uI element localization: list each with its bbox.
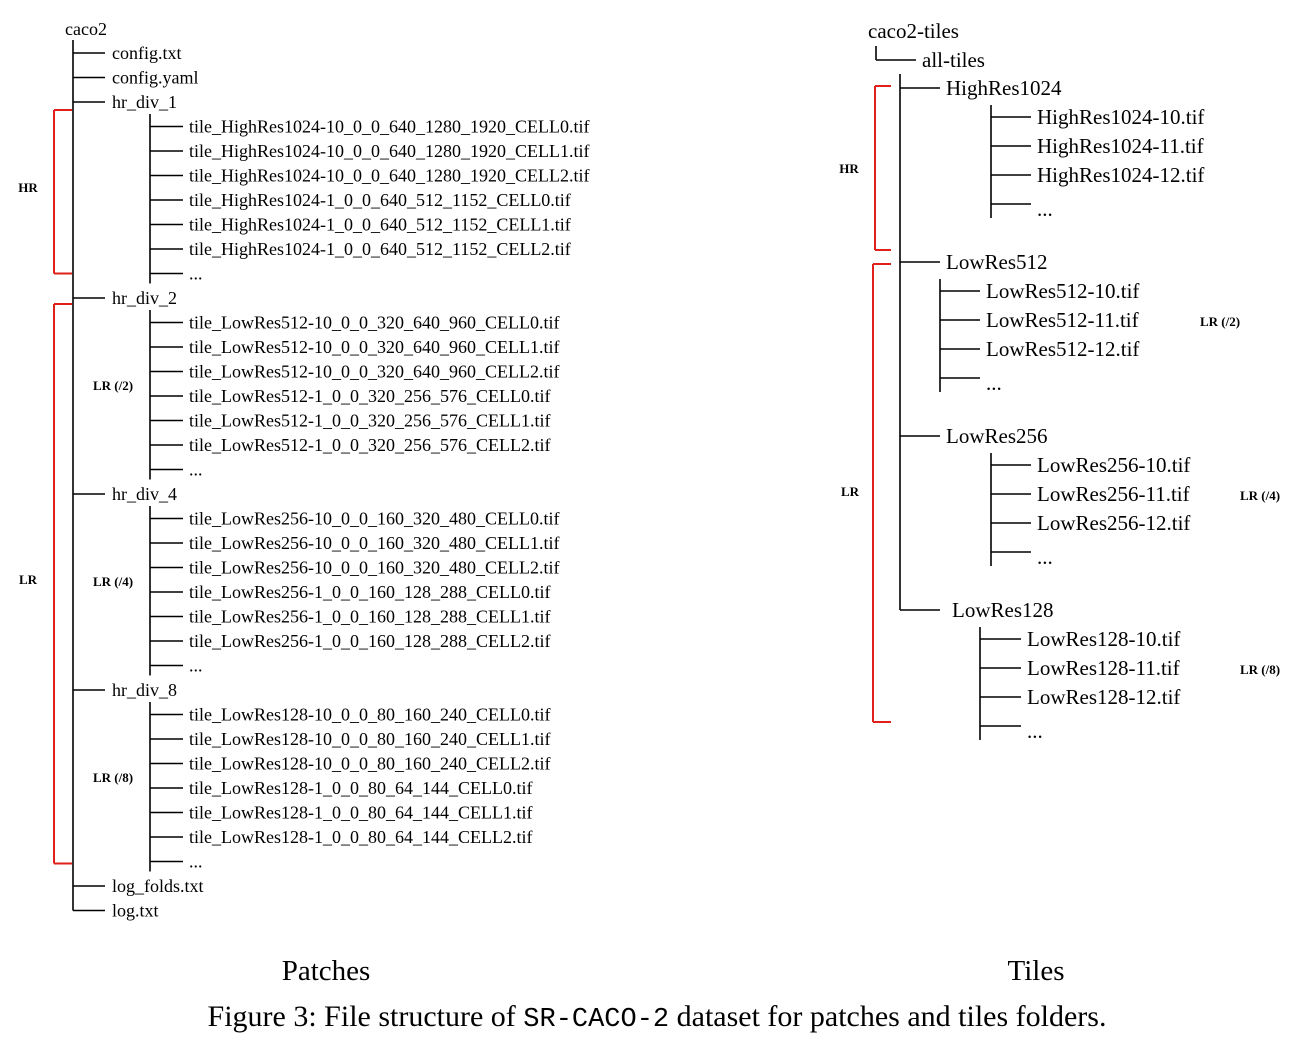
caption-suffix: dataset for patches and tiles folders.: [669, 1000, 1107, 1033]
tiles-lr-label: LR: [841, 484, 860, 499]
patches-lr-label: LR: [19, 572, 38, 587]
patches-file-label: tile_LowRes512-10_0_0_320_640_960_CELL2.…: [189, 362, 559, 382]
patches-file-label: tile_LowRes128-10_0_0_80_160_240_CELL1.t…: [189, 729, 550, 749]
patches-folder-label: hr_div_4: [112, 484, 177, 504]
patches-file-label: tile_LowRes128-10_0_0_80_160_240_CELL2.t…: [189, 754, 550, 774]
patches-file-label: tile_HighRes1024-10_0_0_640_1280_1920_CE…: [189, 141, 589, 161]
tiles-lr-scale-label: LR (/4): [1240, 488, 1280, 503]
tiles-lr-scale-label: LR (/8): [1240, 662, 1280, 677]
patches-file-label: tile_HighRes1024-10_0_0_640_1280_1920_CE…: [189, 117, 589, 137]
figure-caption: Figure 3: File structure of SR-CACO-2 da…: [0, 1000, 1314, 1035]
patches-file-label: ...: [189, 656, 203, 676]
tiles-file-label: LowRes128-12.tif: [1027, 685, 1180, 709]
tiles-subroot-label: all-tiles: [922, 48, 985, 72]
tiles-file-label: LowRes256-12.tif: [1037, 511, 1190, 535]
patches-file-label: tile_LowRes256-10_0_0_160_320_480_CELL2.…: [189, 558, 559, 578]
patches-file-label: ...: [189, 264, 203, 284]
patches-file-label: tile_HighRes1024-1_0_0_640_512_1152_CELL…: [189, 239, 571, 259]
patches-file-label: tile_HighRes1024-1_0_0_640_512_1152_CELL…: [189, 190, 571, 210]
patches-file-label: tile_HighRes1024-1_0_0_640_512_1152_CELL…: [189, 215, 571, 235]
patches-file-label: config.txt: [112, 43, 182, 63]
patches-file-label: tile_LowRes512-1_0_0_320_256_576_CELL1.t…: [189, 411, 550, 431]
tiles-file-label: LowRes512-12.tif: [986, 337, 1139, 361]
patches-file-label: config.yaml: [112, 68, 198, 88]
patches-file-label: tile_HighRes1024-10_0_0_640_1280_1920_CE…: [189, 166, 589, 186]
tiles-file-label: ...: [1037, 545, 1053, 569]
patches-folder-label: hr_div_8: [112, 680, 177, 700]
patches-hr-label: HR: [18, 180, 38, 195]
patches-file-label: ...: [189, 460, 203, 480]
patches-file-label: ...: [189, 852, 203, 872]
tiles-root-label: caco2-tiles: [868, 19, 959, 43]
patches-file-label: tile_LowRes128-1_0_0_80_64_144_CELL2.tif: [189, 827, 532, 847]
tiles-file-label: HighRes1024-10.tif: [1037, 105, 1204, 129]
patches-lr-scale-label: LR (/2): [93, 378, 133, 393]
tiles-folder-label: LowRes128: [952, 598, 1054, 622]
patches-file-label: tile_LowRes512-1_0_0_320_256_576_CELL0.t…: [189, 386, 550, 406]
tiles-file-label: LowRes512-11.tif: [986, 308, 1139, 332]
tiles-file-label: LowRes128-11.tif: [1027, 656, 1180, 680]
patches-file-label: tile_LowRes256-10_0_0_160_320_480_CELL1.…: [189, 533, 559, 553]
tiles-folder-label: LowRes256: [946, 424, 1048, 448]
patches-lr-scale-label: LR (/8): [93, 770, 133, 785]
tiles-file-label: LowRes256-11.tif: [1037, 482, 1190, 506]
patches-file-label: tile_LowRes256-1_0_0_160_128_288_CELL1.t…: [189, 607, 550, 627]
tiles-file-label: LowRes512-10.tif: [986, 279, 1139, 303]
patches-file-label: tile_LowRes256-1_0_0_160_128_288_CELL2.t…: [189, 631, 550, 651]
patches-folder-label: hr_div_1: [112, 92, 177, 112]
patches-file-label: tile_LowRes256-1_0_0_160_128_288_CELL0.t…: [189, 582, 550, 602]
tiles-file-label: LowRes256-10.tif: [1037, 453, 1190, 477]
patches-file-label: log.txt: [112, 901, 159, 921]
caption-prefix: Figure 3: File structure of: [207, 1000, 524, 1033]
patches-file-label: tile_LowRes128-10_0_0_80_160_240_CELL0.t…: [189, 705, 550, 725]
tiles-lr-scale-label: LR (/2): [1200, 314, 1240, 329]
tiles-file-label: LowRes128-10.tif: [1027, 627, 1180, 651]
patches-root-label: caco2: [65, 19, 107, 39]
tiles-caption: Tiles: [1008, 955, 1065, 987]
patches-file-label: tile_LowRes128-1_0_0_80_64_144_CELL1.tif: [189, 803, 532, 823]
tiles-file-label: ...: [986, 371, 1002, 395]
tiles-hr-label: HR: [839, 161, 859, 176]
patches-lr-scale-label: LR (/4): [93, 574, 133, 589]
patches-file-label: tile_LowRes512-1_0_0_320_256_576_CELL2.t…: [189, 435, 550, 455]
patches-file-label: tile_LowRes512-10_0_0_320_640_960_CELL1.…: [189, 337, 559, 357]
tiles-folder-label: LowRes512: [946, 250, 1048, 274]
patches-file-label: log_folds.txt: [112, 876, 204, 896]
tiles-folder-label: HighRes1024: [946, 76, 1062, 100]
patches-file-label: tile_LowRes512-10_0_0_320_640_960_CELL0.…: [189, 313, 559, 333]
tiles-file-label: HighRes1024-12.tif: [1037, 163, 1204, 187]
patches-file-label: tile_LowRes256-10_0_0_160_320_480_CELL0.…: [189, 509, 559, 529]
patches-folder-label: hr_div_2: [112, 288, 177, 308]
tiles-file-label: ...: [1037, 197, 1053, 221]
tiles-file-label: ...: [1027, 719, 1043, 743]
patches-caption: Patches: [282, 955, 371, 987]
dataset-name: SR-CACO-2: [523, 1005, 670, 1035]
tiles-file-label: HighRes1024-11.tif: [1037, 134, 1204, 158]
patches-file-label: tile_LowRes128-1_0_0_80_64_144_CELL0.tif: [189, 778, 532, 798]
